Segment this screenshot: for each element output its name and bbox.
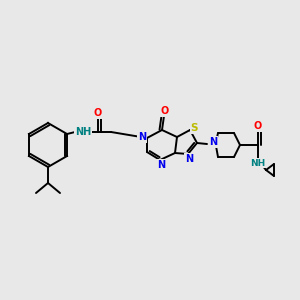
Text: N: N — [209, 137, 217, 147]
Text: O: O — [161, 106, 169, 116]
Text: NH: NH — [250, 158, 266, 167]
Text: NH: NH — [75, 127, 91, 137]
Text: O: O — [94, 108, 102, 118]
Text: N: N — [157, 160, 165, 170]
Text: O: O — [254, 121, 262, 131]
Text: N: N — [138, 132, 146, 142]
Text: S: S — [190, 123, 198, 133]
Text: N: N — [185, 154, 193, 164]
